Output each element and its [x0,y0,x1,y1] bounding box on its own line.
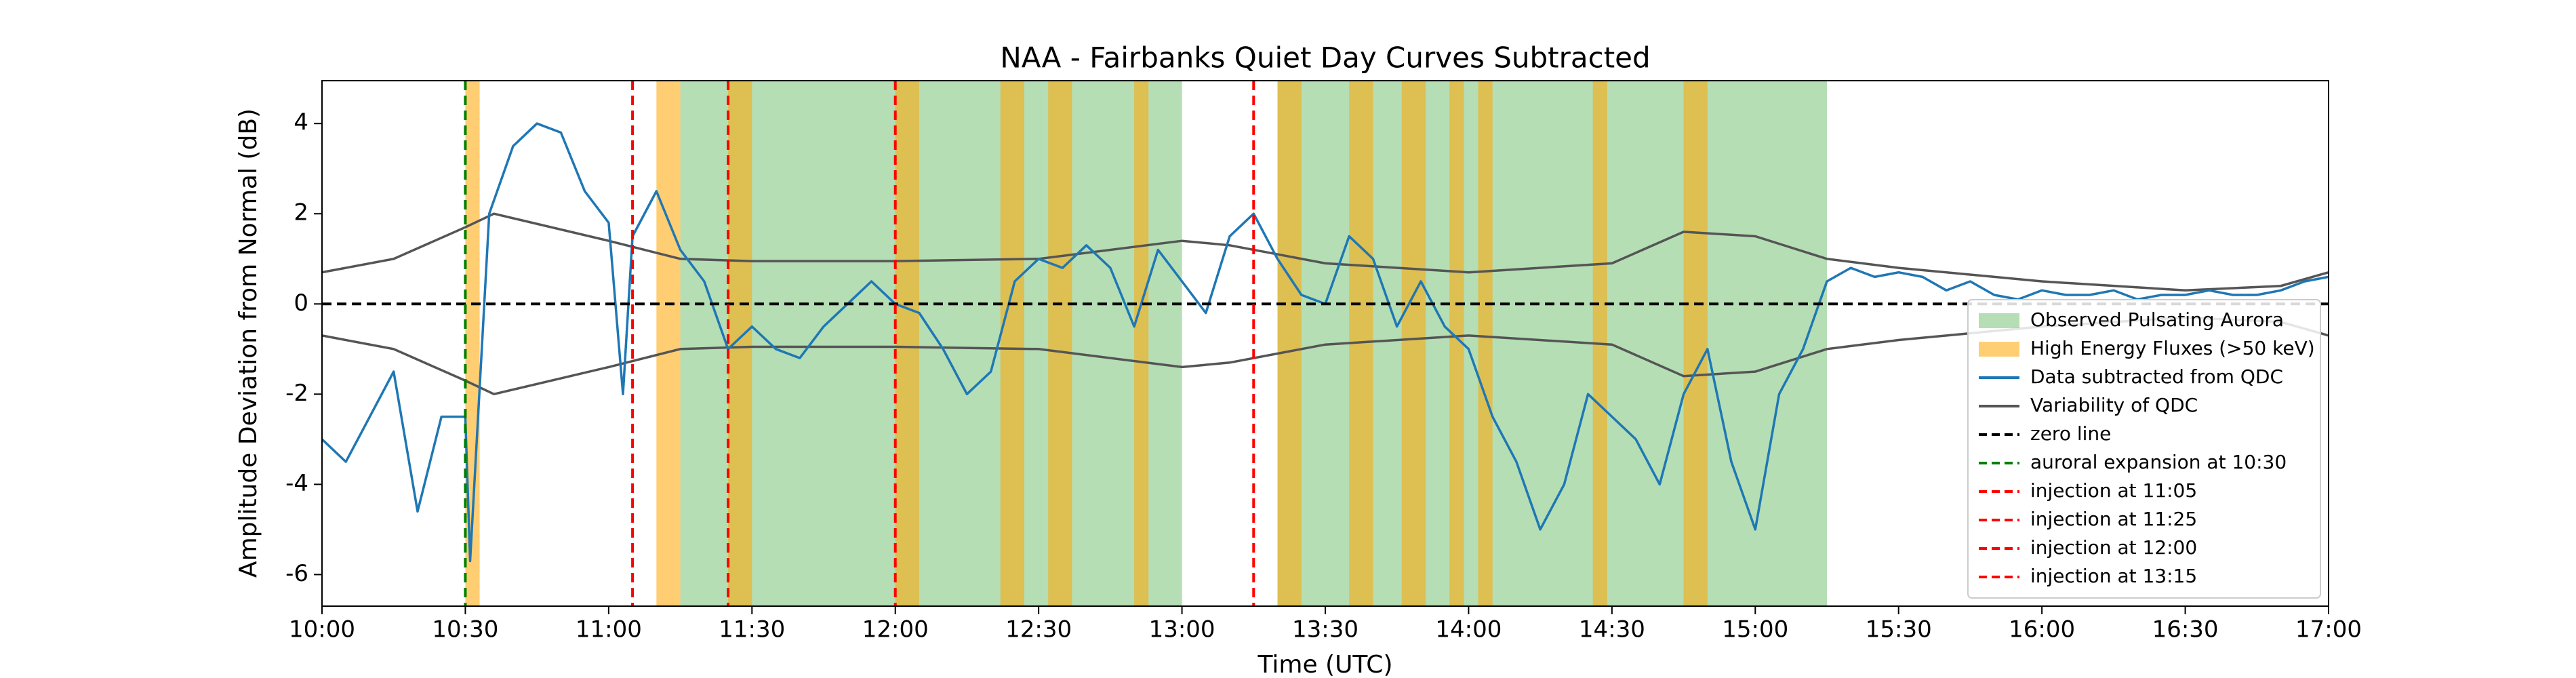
x-tick-label: 11:00 [576,616,642,643]
span [465,81,480,606]
legend-label: injection at 11:25 [2030,508,2197,530]
y-tick-label: -4 [285,470,308,497]
x-tick-label: 17:00 [2295,616,2362,643]
y-axis-label: Amplitude Deviation from Normal (dB) [235,108,262,578]
legend-label: injection at 11:05 [2030,479,2197,502]
legend-label: injection at 13:15 [2030,565,2197,587]
x-tick-label: 11:30 [719,616,785,643]
x-tick-label: 13:00 [1149,616,1215,643]
y-tick-label: 2 [294,199,308,226]
span [1000,81,1024,606]
y-tick-label: 0 [294,290,308,317]
legend-label: zero line [2030,422,2111,445]
chart-title: NAA - Fairbanks Quiet Day Curves Subtrac… [1000,41,1650,75]
span [1401,81,1426,606]
x-tick-label: 14:00 [1435,616,1502,643]
span [1449,81,1464,606]
x-tick-label: 15:00 [1722,616,1788,643]
span [728,81,752,606]
legend-swatch [1979,313,2019,328]
span [1134,81,1149,606]
x-tick-label: 16:30 [2152,616,2219,643]
x-tick-label: 16:00 [2009,616,2075,643]
x-axis-label: Time (UTC) [1257,651,1392,678]
span [656,81,681,606]
variability-line [322,212,2329,292]
span [1683,81,1708,606]
plot-area [322,81,2329,606]
legend-label: Data subtracted from QDC [2030,365,2283,388]
legend-label: auroral expansion at 10:30 [2030,451,2287,473]
x-tick-label: 12:30 [1005,616,1072,643]
x-tick-label: 14:30 [1579,616,1645,643]
x-tick-label: 12:00 [862,616,929,643]
span [1277,81,1302,606]
x-tick-label: 10:30 [432,616,498,643]
legend: Observed Pulsating Aurora High Energy Flu… [1967,299,2321,599]
legend-label: Variability of QDC [2030,394,2198,416]
span [895,81,919,606]
legend-label: High Energy Fluxes (>50 keV) [2030,337,2315,359]
x-tick-label: 10:00 [289,616,355,643]
y-tick-label: 4 [294,109,308,136]
data-line [322,122,2329,563]
legend-label: injection at 12:00 [2030,536,2197,559]
legend-box [1967,299,2321,599]
y-tick-label: -6 [285,560,308,587]
span [1048,81,1072,606]
legend-label: Observed Pulsating Aurora [2030,308,2284,331]
span [680,81,1182,606]
y-tick-label: -2 [285,380,308,407]
legend-swatch [1979,342,2019,357]
x-tick-label: 13:30 [1292,616,1359,643]
span [1478,81,1493,606]
x-tick-label: 15:30 [1866,616,1932,643]
